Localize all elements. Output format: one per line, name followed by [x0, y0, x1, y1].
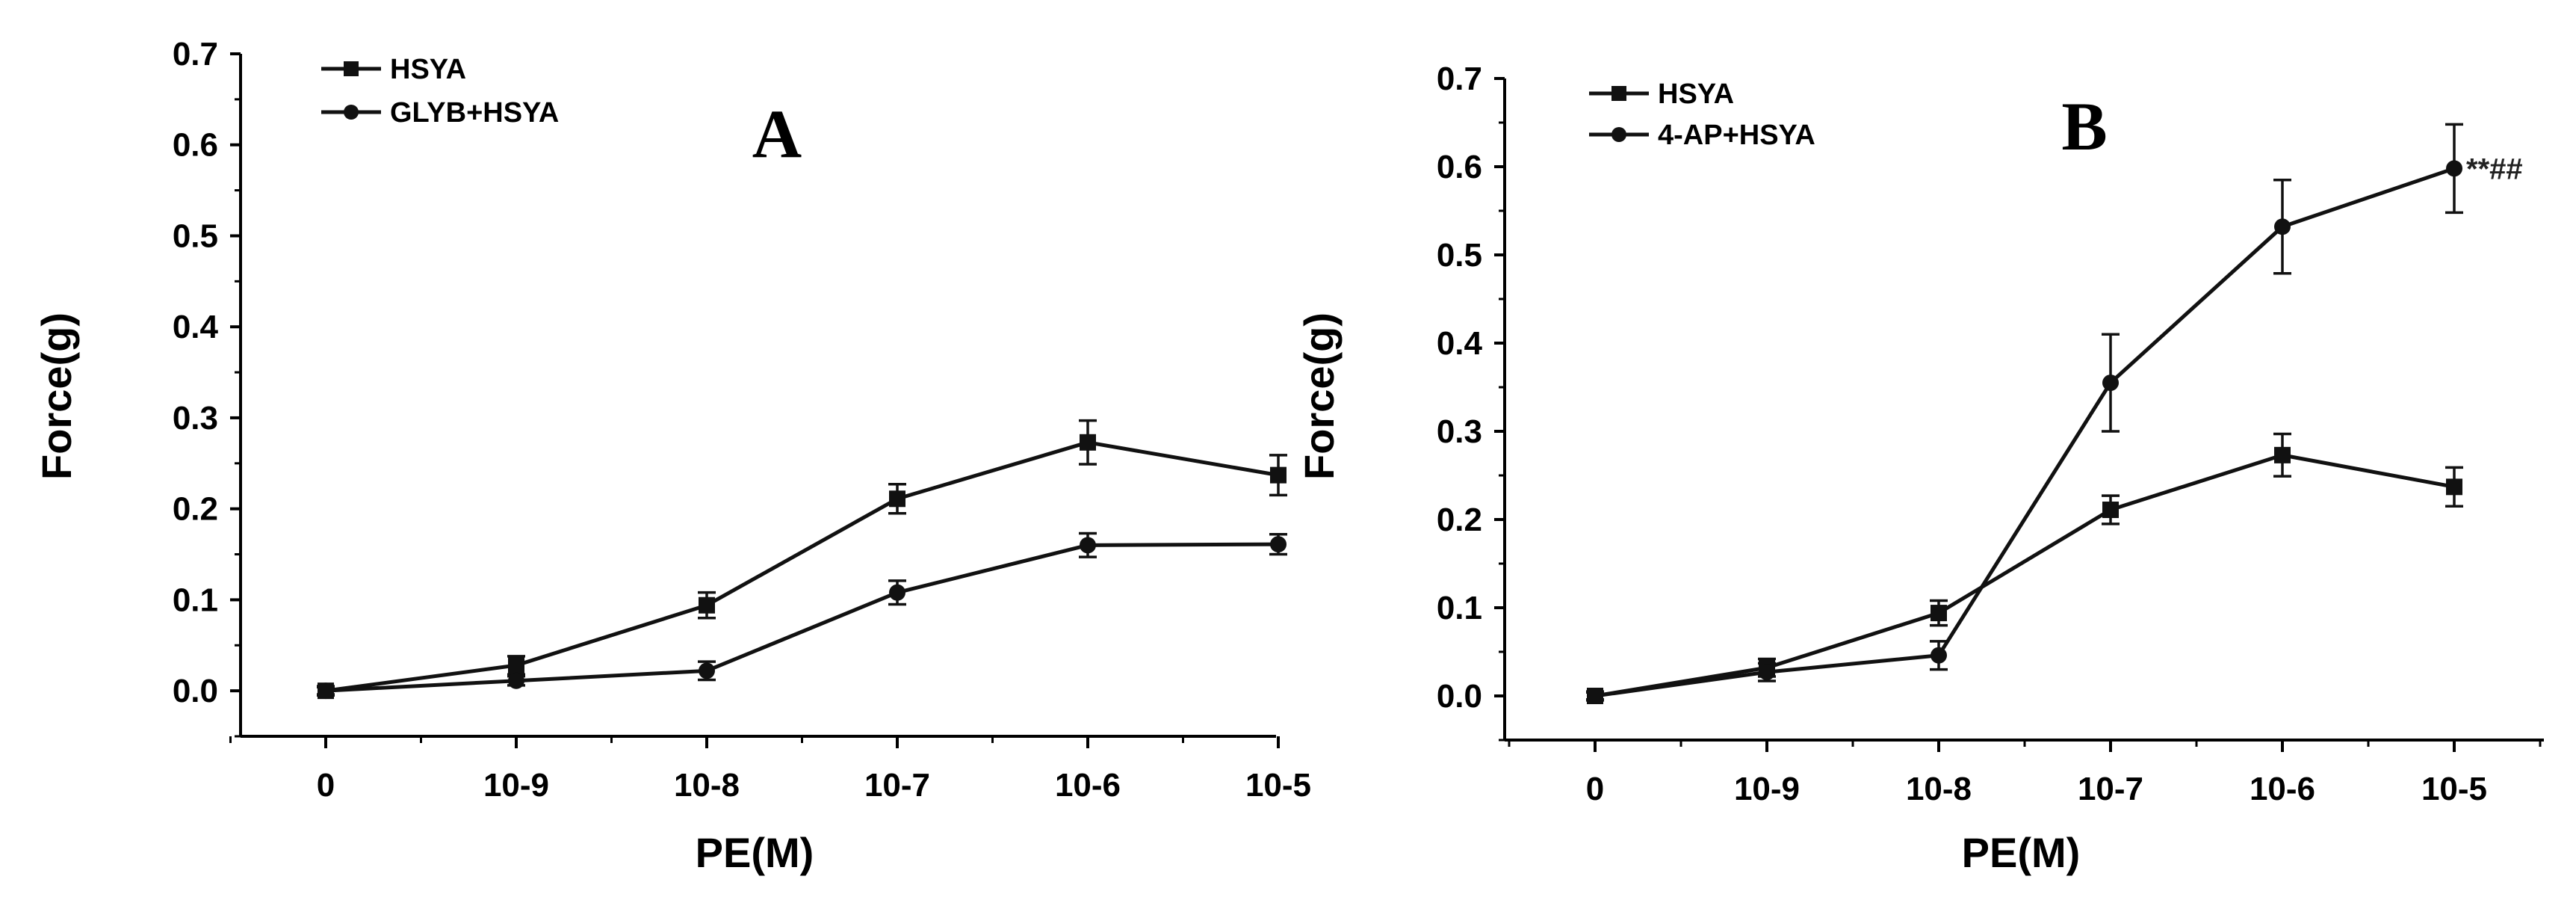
chart0-data-point	[1270, 536, 1287, 553]
chart0-y-axis-title: Force(g)	[33, 312, 80, 480]
chart1-data-point	[1587, 688, 1603, 704]
chart1-x-axis-title: PE(M)	[1962, 829, 2081, 876]
chart1-data-point	[1931, 605, 1947, 622]
chart1-y-tick-label: 0.1	[1437, 590, 1482, 626]
chart0-y-tick-label: 0.0	[173, 673, 218, 709]
chart1-data-point	[2102, 502, 2119, 519]
chart1-series-0	[1586, 432, 2463, 704]
chart1-y-tick-label: 0.3	[1437, 413, 1482, 450]
chart0-y-tick-label: 0.1	[173, 582, 218, 618]
chart0-x-tick-label: 10-5	[1245, 767, 1311, 804]
chart0-data-point	[508, 672, 524, 689]
chart0-legend-marker	[344, 105, 359, 120]
chart1-legend-item-0: HSYA	[1589, 78, 1734, 110]
chart1-legend-item-1: 4-AP+HSYA	[1589, 120, 1815, 151]
chart1-legend-label: HSYA	[1658, 78, 1734, 110]
chart1-y-tick-label: 0.5	[1437, 237, 1482, 274]
chart0-legend-label: GLYB+HSYA	[390, 97, 559, 129]
chart0-legend-marker	[344, 61, 359, 76]
chart1-panel-letter: B	[2061, 88, 2107, 164]
chart0-x-tick-label: 10-6	[1055, 767, 1121, 804]
chart0-data-point	[699, 597, 715, 614]
chart1-series-1	[1586, 123, 2463, 704]
chart0-y-tick-label: 0.7	[173, 36, 218, 73]
chart1-series-line	[1594, 453, 2455, 698]
chart1-y-axis-title: Force(g)	[1295, 312, 1343, 480]
chart0-data-point	[699, 662, 715, 679]
chart1-y-tick-label: 0.0	[1437, 678, 1482, 715]
chart0-x-axis-title: PE(M)	[696, 829, 814, 876]
chart1-series-line	[1594, 166, 2455, 698]
chart0-legend-item-0: HSYA	[321, 54, 466, 85]
chart1-x-tick-label: 10-7	[2078, 771, 2143, 807]
chart1-data-point	[1931, 647, 1947, 664]
chart0-data-point	[508, 657, 524, 674]
chart0-series-line	[325, 440, 1279, 693]
chart1-x-tick-label: 0	[1586, 771, 1604, 807]
chart1-data-point	[2102, 375, 2119, 392]
chart0-data-point	[889, 490, 905, 508]
chart1-data-point	[2446, 478, 2462, 496]
chart1-data-point	[2446, 160, 2462, 177]
chart1-legend-label: 4-AP+HSYA	[1658, 120, 1815, 151]
chart0-y-tick-label: 0.4	[173, 309, 219, 345]
chart1-data-point	[2274, 218, 2291, 235]
chart-panel-b: 0.0 0.1 0.2 0.3 0.4 0.5 0.6 0.7 0 10-9 10-8 10-7 10-…	[1295, 61, 2544, 876]
chart1-y-tick-label: 0.7	[1437, 61, 1482, 97]
chart0-series-0	[317, 419, 1287, 700]
chart1-data-point	[2274, 446, 2291, 463]
chart0-y-tick-label: 0.5	[173, 218, 218, 254]
chart1-x-tick-label: 10-9	[1734, 771, 1800, 807]
chart1-x-tick-label: 10-8	[1906, 771, 1972, 807]
chart0-series-1	[317, 531, 1287, 700]
chart1-x-tick-label: 10-5	[2421, 771, 2487, 807]
chart0-data-point	[1080, 434, 1096, 451]
chart0-x-tick-label: 10-7	[864, 767, 930, 804]
chart0-data-point	[318, 682, 334, 700]
chart-panel-a: 0.0 0.1 0.2 0.3 0.4 0.5 0.6 0.7 0 10-9 10-8 10-7 10-…	[33, 36, 1311, 876]
chart0-x-tick-label: 0	[317, 767, 335, 804]
chart1-data-point	[1759, 664, 1775, 681]
chart0-series-line	[325, 542, 1279, 693]
chart1-legend-marker	[1611, 86, 1626, 101]
chart0-legend-label: HSYA	[390, 54, 466, 85]
chart0-x-tick-label: 10-9	[483, 767, 549, 804]
chart0-y-tick-label: 0.3	[173, 400, 218, 437]
chart0-y-tick-label: 0.2	[173, 491, 218, 528]
chart1-y-tick-label: 0.6	[1437, 149, 1482, 185]
chart1-y-tick-label: 0.4	[1437, 325, 1483, 362]
chart0-data-point	[1080, 537, 1096, 554]
chart1-significance-annotation: **##	[2466, 152, 2523, 185]
chart0-data-point	[1270, 466, 1287, 484]
chart0-panel-letter: A	[752, 96, 802, 172]
chart0-x-tick-label: 10-8	[674, 767, 740, 804]
chart1-legend-marker	[1611, 127, 1626, 142]
chart1-x-tick-label: 10-6	[2250, 771, 2315, 807]
chart1-y-tick-label: 0.2	[1437, 502, 1482, 538]
chart0-y-tick-label: 0.6	[173, 127, 218, 164]
chart0-legend-item-1: GLYB+HSYA	[321, 97, 559, 129]
chart0-data-point	[889, 584, 905, 601]
